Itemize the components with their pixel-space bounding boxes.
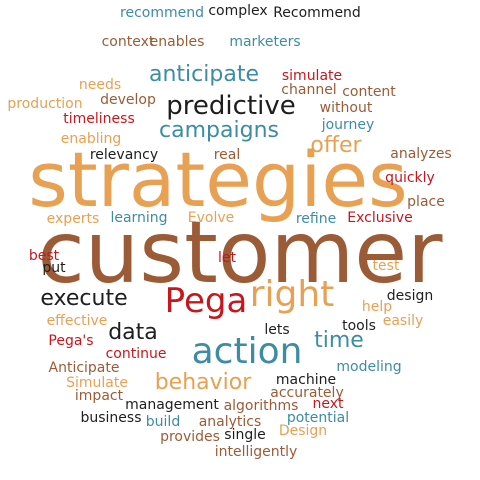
- cloud-word: learning: [110, 210, 168, 226]
- cloud-word: impact: [74, 388, 124, 404]
- cloud-word: Design: [278, 423, 328, 439]
- cloud-word: Anticipate: [48, 360, 120, 376]
- cloud-word: let: [218, 250, 236, 266]
- cloud-word: machine: [275, 372, 337, 388]
- cloud-word: predictive: [166, 91, 296, 121]
- cloud-word: place: [407, 194, 445, 210]
- cloud-word: provides: [160, 429, 220, 445]
- cloud-word: design: [386, 288, 434, 304]
- cloud-word: relevancy: [89, 147, 159, 163]
- cloud-word: recommend: [120, 5, 204, 21]
- cloud-word: develop: [100, 92, 156, 108]
- cloud-word: content: [342, 84, 396, 100]
- cloud-word: timeliness: [63, 111, 135, 127]
- cloud-word: best: [28, 248, 60, 264]
- cloud-word: action: [191, 331, 303, 372]
- cloud-word: next: [312, 396, 344, 412]
- cloud-word: anticipate: [149, 62, 259, 87]
- cloud-word: production: [7, 96, 83, 112]
- cloud-word: enables: [149, 34, 205, 50]
- cloud-word: continue: [105, 346, 167, 362]
- cloud-word: without: [319, 100, 373, 116]
- cloud-word: campaigns: [159, 118, 279, 143]
- cloud-word: data: [108, 320, 158, 345]
- cloud-word: strategies: [28, 135, 408, 224]
- cloud-word: Simulate: [66, 375, 128, 391]
- cloud-word: single: [224, 427, 266, 443]
- cloud-word: algorithms: [223, 398, 299, 414]
- cloud-word: Recommend: [273, 5, 361, 21]
- cloud-word: analytics: [198, 414, 262, 430]
- cloud-word: build: [145, 414, 181, 430]
- cloud-word: refine: [295, 211, 337, 227]
- cloud-word: quickly: [385, 170, 435, 186]
- cloud-word: modeling: [336, 359, 402, 375]
- cloud-word: real: [213, 147, 241, 163]
- cloud-word: Pega: [164, 281, 248, 321]
- cloud-word: tools: [342, 318, 376, 334]
- cloud-word: journey: [321, 117, 375, 133]
- cloud-word: behavior: [154, 370, 252, 395]
- cloud-word: analyzes: [390, 146, 452, 162]
- cloud-word: channel: [281, 82, 337, 98]
- cloud-word: effective: [46, 313, 108, 329]
- cloud-word: easily: [382, 313, 424, 329]
- cloud-word: lets: [264, 322, 290, 338]
- cloud-word: business: [80, 410, 142, 426]
- cloud-word: accurately: [270, 385, 344, 401]
- cloud-word: Evolve: [187, 210, 235, 226]
- cloud-word: context: [101, 34, 155, 50]
- cloud-word: Pega's: [48, 333, 94, 349]
- cloud-word: enabling: [60, 131, 122, 147]
- cloud-word: marketers: [229, 34, 301, 50]
- cloud-word: potential: [286, 410, 350, 426]
- cloud-word: needs: [78, 77, 122, 93]
- cloud-word: right: [249, 274, 335, 315]
- cloud-word: simulate: [281, 68, 343, 84]
- cloud-word: customer: [37, 203, 443, 303]
- cloud-word: complex: [208, 3, 268, 19]
- cloud-word: offer: [310, 133, 362, 158]
- cloud-word: time: [314, 328, 364, 353]
- cloud-word: execute: [40, 286, 128, 311]
- cloud-word: Exclusive: [347, 210, 413, 226]
- cloud-word: help: [361, 299, 393, 315]
- cloud-word: intelligently: [214, 444, 298, 460]
- cloud-word: management: [125, 397, 219, 413]
- cloud-word: test: [372, 258, 400, 274]
- cloud-word: experts: [46, 211, 100, 227]
- cloud-word: put: [42, 260, 66, 276]
